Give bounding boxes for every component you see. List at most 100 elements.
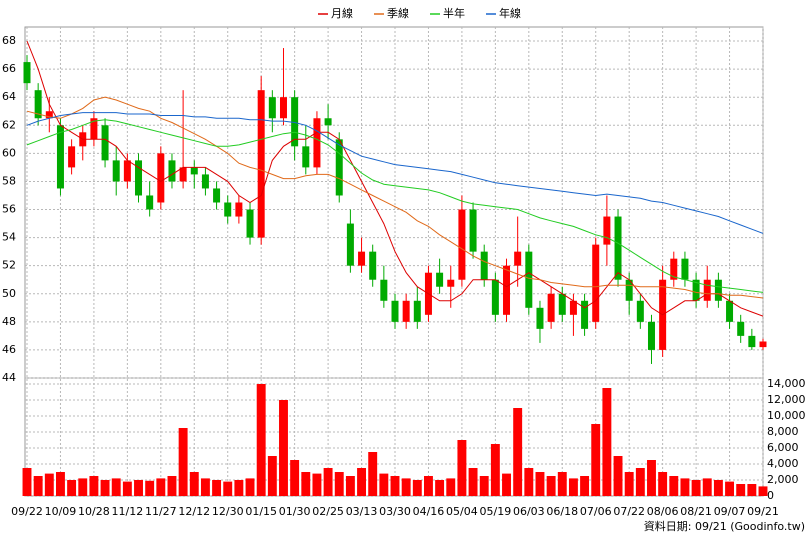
x-tick-label: 01/15 <box>245 505 277 518</box>
candle-body <box>558 293 566 315</box>
candle-body <box>291 97 299 147</box>
volume-bar <box>468 468 478 496</box>
candle-body <box>246 209 254 238</box>
volume-bar <box>524 468 534 496</box>
candle-body <box>346 223 354 266</box>
candle-body <box>491 279 499 315</box>
ma-line <box>26 119 764 293</box>
volume-bar <box>747 484 757 496</box>
ma-line <box>26 40 764 317</box>
volume-bar <box>145 480 155 496</box>
x-tick-label: 07/06 <box>580 505 612 518</box>
candle-body <box>714 279 722 301</box>
volume-bar <box>55 472 65 496</box>
candle-body <box>190 167 198 175</box>
volume-bar <box>412 480 422 496</box>
candle-body <box>23 62 31 84</box>
volume-bar <box>323 468 333 496</box>
volume-bar <box>669 476 679 496</box>
candle-body <box>369 251 377 280</box>
x-tick-label: 09/22 <box>11 505 43 518</box>
y-tick-label: 66 <box>2 62 16 75</box>
volume-bar <box>613 456 623 496</box>
volume-bar <box>702 478 712 496</box>
x-tick-label: 12/30 <box>212 505 244 518</box>
candle-body <box>90 118 98 140</box>
y2-tick-label: 4,000 <box>767 457 799 470</box>
candle-body <box>469 209 477 252</box>
candle-body <box>625 279 633 301</box>
candle-body <box>413 300 421 322</box>
volume-bar <box>256 384 266 496</box>
candle-body <box>313 118 321 168</box>
volume-bar <box>624 472 634 496</box>
candle-body <box>335 139 343 196</box>
y-tick-label: 48 <box>2 315 16 328</box>
candle-body <box>703 279 711 301</box>
volume-bar <box>345 476 355 496</box>
x-tick-label: 09/07 <box>714 505 746 518</box>
volume-bar <box>312 473 322 496</box>
y-tick-label: 44 <box>2 371 16 384</box>
candle-body <box>112 160 120 182</box>
volume-bar <box>691 480 701 496</box>
volume-bar <box>736 484 746 496</box>
candle-body <box>34 90 42 119</box>
volume-bar <box>156 478 166 496</box>
volume-bar <box>67 480 77 496</box>
y-tick-label: 52 <box>2 259 16 272</box>
candle-body <box>536 307 544 329</box>
volume-bar <box>713 480 723 496</box>
volume-bar <box>100 480 110 496</box>
candle-body <box>447 279 455 287</box>
x-tick-label: 08/21 <box>680 505 712 518</box>
volume-bar <box>78 478 88 496</box>
volume-bar <box>725 481 735 496</box>
candle-body <box>592 244 600 322</box>
plot-frame <box>24 26 764 497</box>
candle-body <box>569 300 577 315</box>
volume-bar <box>546 476 556 496</box>
volume-bar <box>334 472 344 496</box>
candle-body <box>402 300 410 322</box>
candle-body <box>759 341 767 348</box>
y2-tick-label: 2,000 <box>767 473 799 486</box>
y-tick-label: 58 <box>2 174 16 187</box>
volume-bar <box>279 400 288 496</box>
candle-body <box>179 167 187 182</box>
volume-bar <box>435 480 445 496</box>
candle-body <box>157 153 165 203</box>
volume-bar <box>200 478 210 496</box>
volume-bar <box>647 460 656 496</box>
candle-body <box>201 174 209 189</box>
volume-bar <box>591 424 601 496</box>
ma-line <box>26 96 764 299</box>
legend-item: 季線 <box>374 6 409 20</box>
candle-body <box>324 118 332 126</box>
volume-bar <box>122 481 132 496</box>
volume-bar <box>178 428 188 496</box>
x-tick-label: 06/03 <box>513 505 545 518</box>
candle-body <box>135 160 143 196</box>
volume-bar <box>457 440 467 496</box>
candle-body <box>302 146 310 168</box>
x-tick-label: 08/06 <box>647 505 679 518</box>
x-tick-label: 06/18 <box>546 505 578 518</box>
volume-bar <box>502 473 511 496</box>
candle-body <box>213 188 221 203</box>
legend-label: 月線 <box>331 6 353 20</box>
x-tick-label: 12/12 <box>178 505 210 518</box>
footer: 資料日期: 09/21 (Goodinfo.tw) <box>644 519 805 533</box>
volume-bar <box>267 456 277 496</box>
volume-bar <box>479 476 489 496</box>
volume-bar <box>513 408 523 496</box>
candle-body <box>257 90 265 238</box>
x-tick-label: 11/12 <box>112 505 144 518</box>
legend-item: 年線 <box>486 6 521 20</box>
volume-bar <box>379 473 389 496</box>
volume-bar <box>368 452 378 496</box>
x-tick-label: 03/30 <box>379 505 411 518</box>
candle-body <box>514 251 522 266</box>
volume-bar <box>44 473 54 496</box>
